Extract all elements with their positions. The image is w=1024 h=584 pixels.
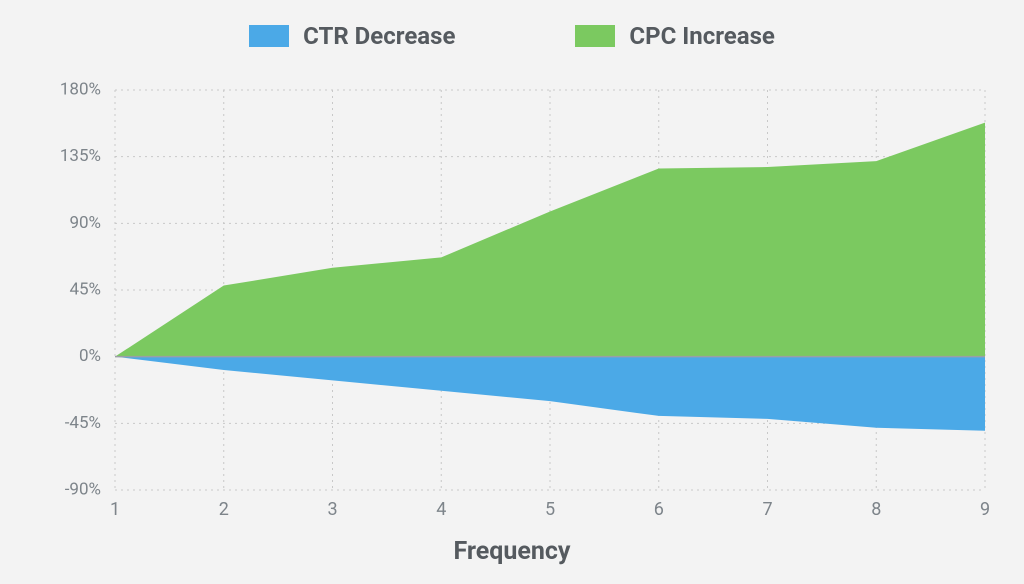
x-tick-label: 3 — [327, 499, 337, 520]
y-tick-label: -45% — [65, 413, 101, 433]
legend-swatch-ctr — [249, 25, 289, 47]
x-tick-label: 1 — [110, 499, 120, 520]
legend-item-cpc: CPC Increase — [575, 22, 774, 50]
y-tick-label: 135% — [60, 146, 101, 166]
area-series — [115, 357, 985, 431]
plot-svg: -90%-45%0%45%90%135%180%123456789 — [115, 90, 985, 490]
legend-label-ctr: CTR Decrease — [303, 22, 455, 50]
x-tick-label: 2 — [219, 499, 229, 520]
x-axis-title: Frequency — [0, 537, 1024, 566]
y-tick-label: 180% — [60, 79, 101, 99]
y-tick-label: 45% — [69, 279, 101, 299]
x-tick-label: 9 — [980, 499, 990, 520]
x-tick-label: 6 — [654, 499, 664, 520]
x-tick-label: 5 — [545, 499, 555, 520]
y-tick-label: -90% — [65, 479, 101, 499]
legend-label-cpc: CPC Increase — [629, 22, 774, 50]
legend: CTR Decrease CPC Increase — [0, 22, 1024, 50]
x-tick-label: 4 — [436, 499, 446, 520]
legend-item-ctr: CTR Decrease — [249, 22, 455, 50]
plot-area: -90%-45%0%45%90%135%180%123456789 — [115, 90, 985, 490]
x-tick-label: 7 — [762, 499, 772, 520]
area-chart: CTR Decrease CPC Increase -90%-45%0%45%9… — [0, 0, 1024, 584]
legend-swatch-cpc — [575, 25, 615, 47]
y-tick-label: 90% — [69, 213, 101, 233]
y-tick-label: 0% — [79, 346, 101, 366]
x-tick-label: 8 — [871, 499, 881, 520]
